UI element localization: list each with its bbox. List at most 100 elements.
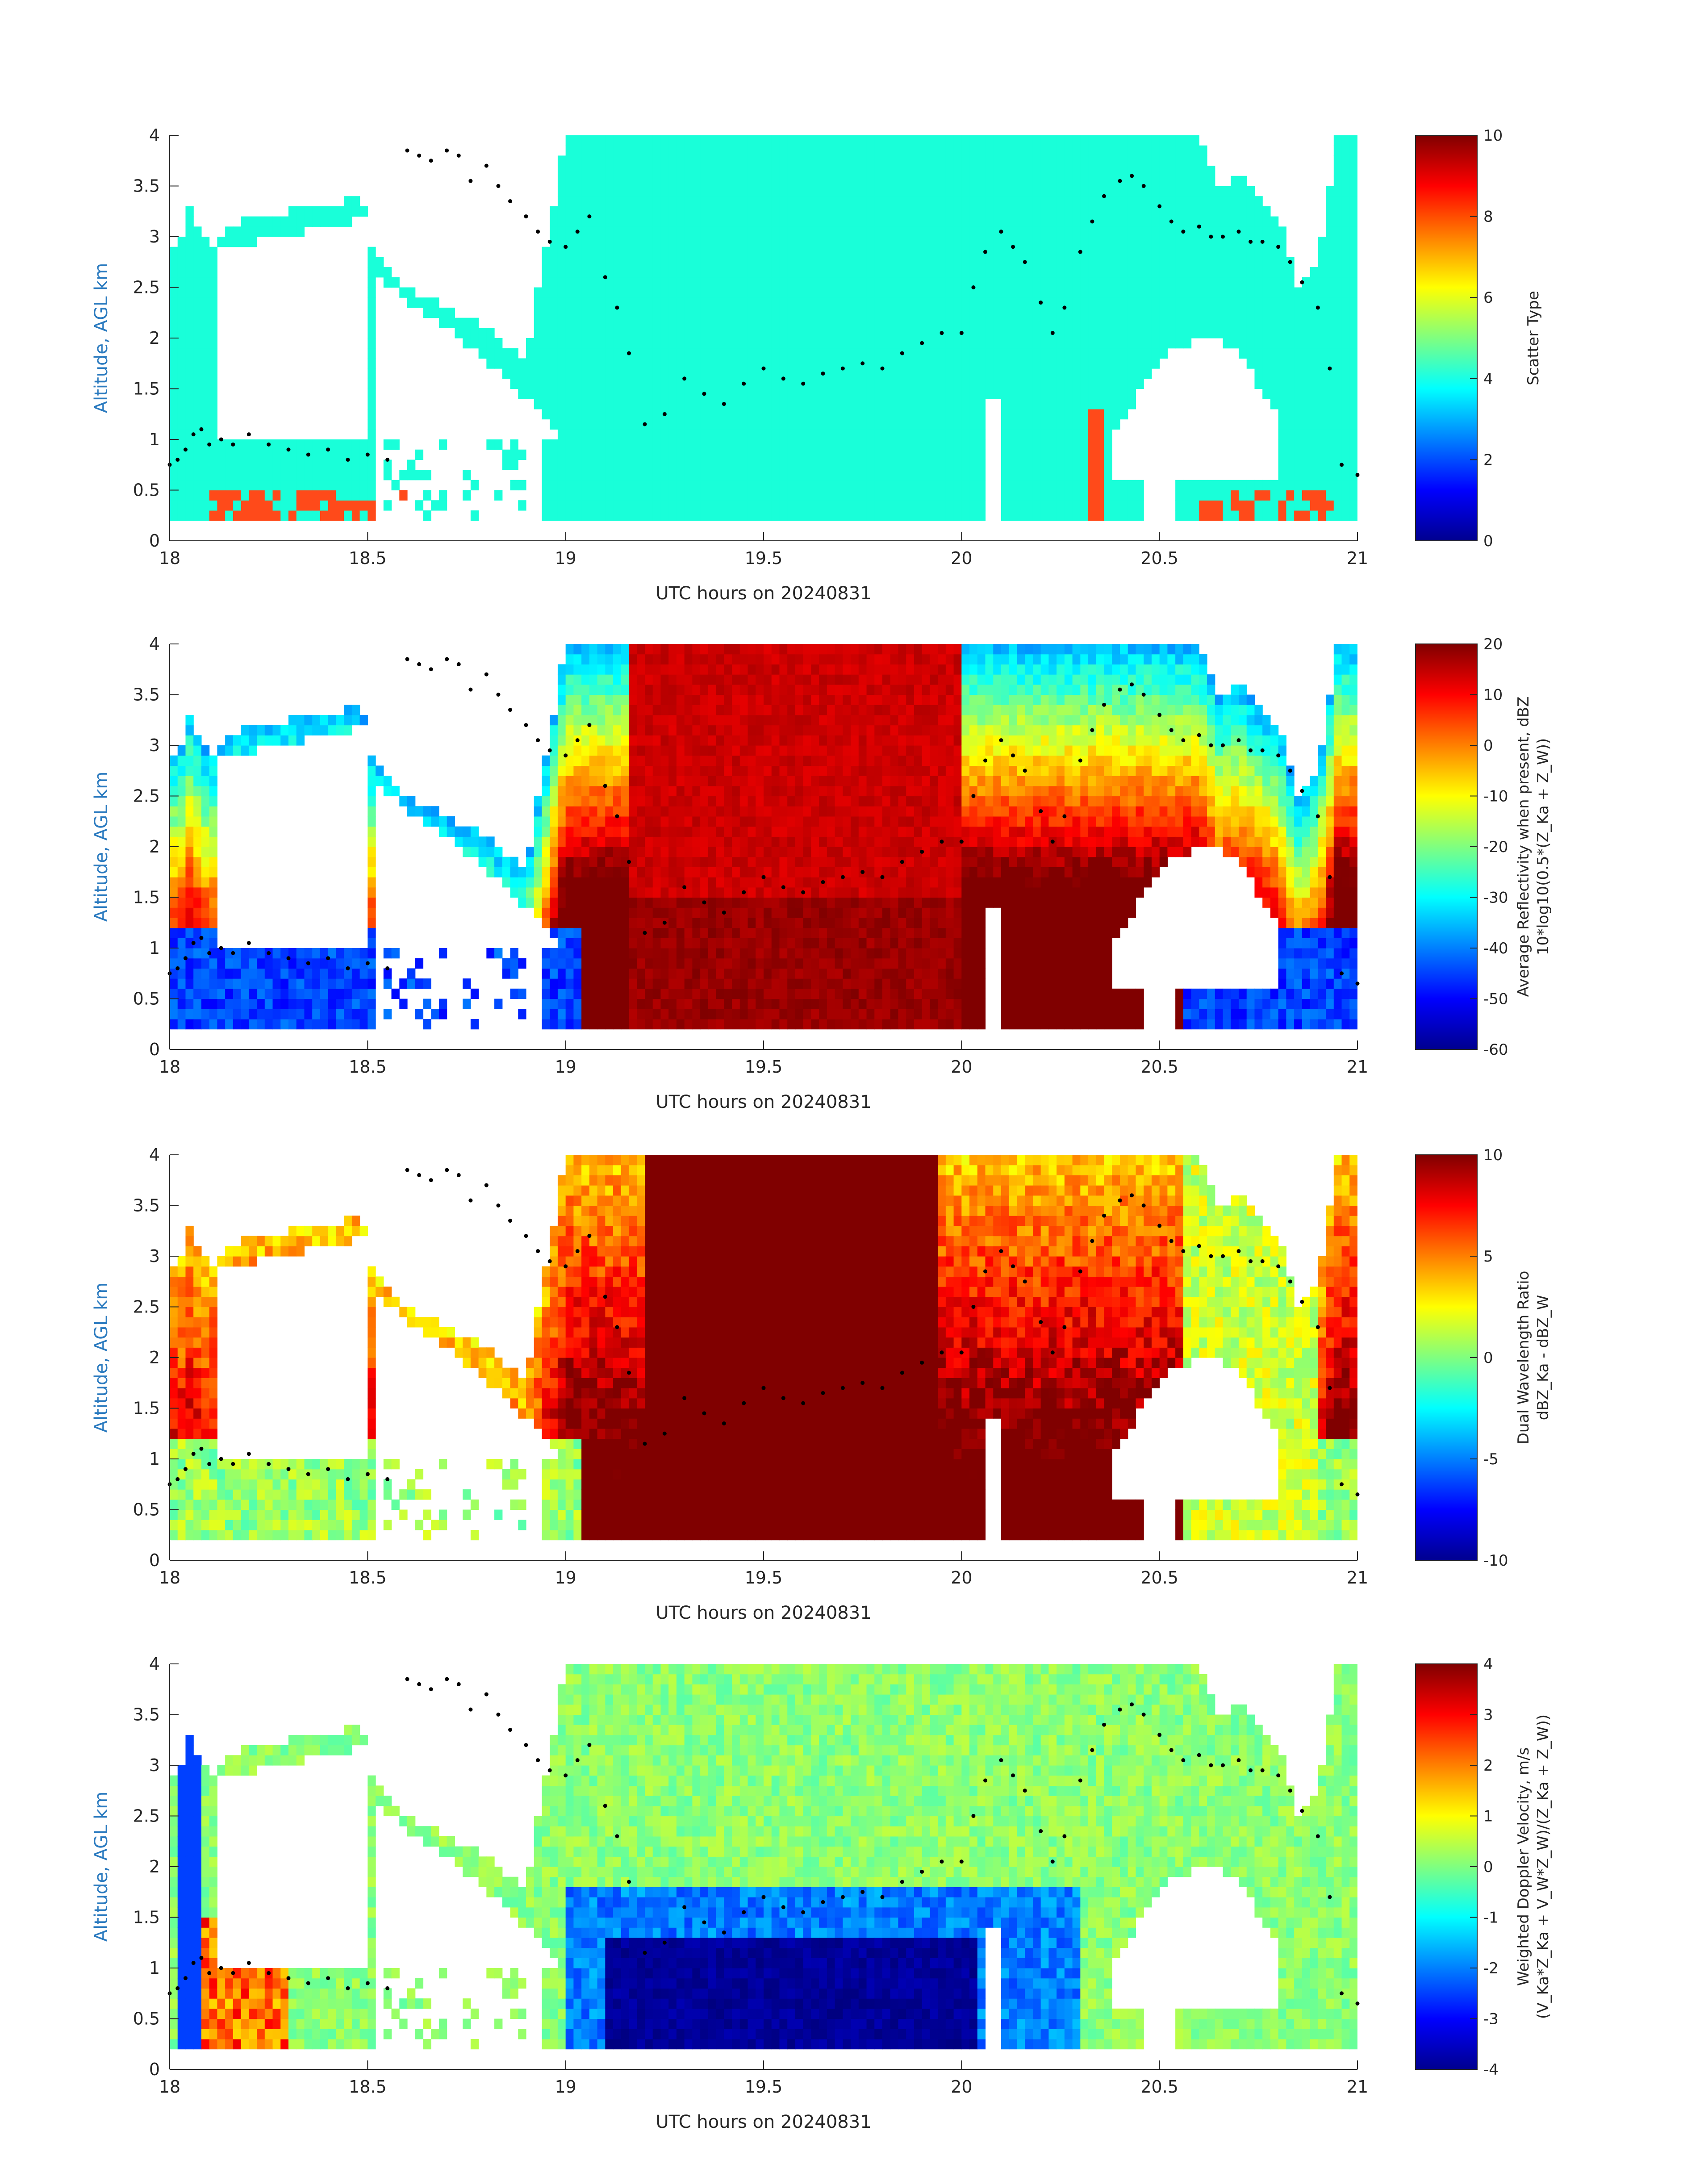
cloud-top-dot [1011, 753, 1015, 758]
cloud-top-dot [627, 860, 631, 864]
colorbar-tick-label: 0 [1483, 532, 1493, 550]
cloud-top-dot [207, 442, 212, 447]
cloud-top-dot [536, 230, 540, 234]
colorbar-tick-label: -10 [1483, 1552, 1508, 1570]
cloud-top-dot [267, 442, 271, 447]
x-tick-label: 18 [159, 1568, 180, 1588]
x-tick-label: 20 [951, 548, 972, 568]
cloud-top-dot [920, 849, 924, 854]
cloud-top-dot [456, 153, 461, 158]
cloud-top-dot [722, 402, 726, 406]
cloud-top-dot [199, 1956, 204, 1960]
cloud-top-dot [999, 230, 1003, 234]
panel-reflectivity: 18 18.5 19 19.5 20 20.5 21 0 0.5 1 1.5 2 2.5 3 3.5 4 U… [91, 634, 1552, 1112]
x-axis-label: UTC hours on 20240831 [656, 1092, 871, 1112]
cloud-top-dot [1197, 1753, 1201, 1757]
cloud-top-dot [662, 412, 667, 416]
cloud-top-dot [246, 941, 251, 945]
cloud-top-dot [1340, 1991, 1344, 1996]
x-axis: 18 18.5 19 19.5 20 20.5 21 [159, 1040, 1368, 1077]
panel-doppler-velocity: 18 18.5 19 19.5 20 20.5 21 00.511.522.533.54 U… [91, 1654, 1552, 2132]
cloud-top-dot [1355, 472, 1360, 477]
cloud-top-dot [575, 1249, 580, 1254]
cloud-top-dot [564, 753, 568, 758]
cloud-top-dot [1102, 194, 1107, 198]
cloud-top-dot [1260, 1259, 1265, 1263]
cloud-top-dot [231, 951, 235, 955]
colorbar-label-line: Scatter Type [1524, 291, 1542, 385]
cloud-top-dot [183, 1976, 188, 1981]
cloud-top-dot [547, 1768, 552, 1772]
cloud-top-dot [1039, 809, 1043, 814]
cloud-top-dot [860, 361, 865, 366]
cloud-top-dot [880, 1895, 885, 1899]
cloud-top-dot [615, 1834, 619, 1839]
x-tick-label: 19.5 [745, 1057, 783, 1077]
cloud-top-dot [999, 738, 1003, 743]
cloud-top-dot [1062, 305, 1067, 310]
cloud-top-dot [267, 1462, 271, 1466]
cloud-top-dot [1276, 1773, 1281, 1778]
cloud-top-dot [971, 285, 976, 289]
x-tick-label: 19.5 [745, 1568, 783, 1588]
cloud-top-dot [1249, 1259, 1253, 1263]
cloud-top-dot [781, 376, 785, 381]
cloud-top-dot [246, 432, 251, 437]
y-tick-label: 2 [149, 837, 160, 857]
x-tick-label: 21 [1347, 2077, 1368, 2097]
cloud-top-dot [267, 951, 271, 955]
colorbar-label: Weighted Doppler Velocity, m/s (V_Ka*Z_Ka… [1515, 1714, 1552, 2019]
colorbar [1415, 135, 1478, 541]
cloud-top-dot [999, 1249, 1003, 1254]
cloud-top-dot [1288, 260, 1292, 264]
cloud-top-dot [575, 1758, 580, 1763]
cloud-top-dot [1300, 1809, 1304, 1813]
cloud-top-dot [603, 784, 607, 788]
y-tick-label: 1.5 [133, 888, 160, 907]
cloud-top-dot [821, 880, 825, 884]
cloud-top-dot [1130, 682, 1134, 687]
cloud-top-dot [183, 956, 188, 961]
cloud-top-dot [429, 1687, 433, 1692]
cloud-top-dot [742, 1401, 746, 1405]
cloud-top-dot [1340, 1482, 1344, 1487]
colorbar-tick-label: -60 [1483, 1041, 1508, 1059]
cloud-top-dot [1236, 738, 1241, 743]
cloud-top-dot [417, 662, 422, 666]
colorbar-tick-label: 2 [1483, 1757, 1493, 1775]
cloud-top-dot [920, 1360, 924, 1365]
cloud-top-dot [231, 1462, 235, 1466]
cloud-top-dot [682, 376, 687, 381]
cloud-top-dot [306, 961, 310, 965]
cloud-top-dot [1236, 230, 1241, 234]
cloud-top-dot [603, 1295, 607, 1299]
cloud-top-dot [326, 1976, 330, 1981]
colorbar-ticks: -10 -5 0 5 10 [1470, 1146, 1508, 1570]
cloud-top-dot [191, 432, 196, 437]
cloud-top-dots [167, 657, 1360, 986]
cloud-top-dot [199, 1446, 204, 1451]
cloud-top-dot [1300, 789, 1304, 793]
cloud-top-dot [306, 452, 310, 457]
cloud-top-dot [175, 1986, 180, 1990]
cloud-top-dot [940, 1350, 944, 1355]
cloud-top-dot [405, 657, 409, 661]
cloud-top-dot [1078, 758, 1082, 763]
cloud-top-dot [1118, 1707, 1122, 1712]
cloud-top-dot [587, 723, 592, 727]
cloud-top-dot [484, 672, 489, 677]
cloud-top-dot [1276, 1264, 1281, 1269]
colorbar-label: Dual Wavelength Ratio dBZ_Ka - dBZ_W [1515, 1271, 1552, 1445]
colorbar-tick-label: 6 [1483, 289, 1493, 307]
cloud-top-dot [801, 1401, 806, 1405]
x-tick-label: 19 [555, 2077, 576, 2097]
x-tick-label: 19 [555, 1568, 576, 1588]
cloud-top-dot [456, 1682, 461, 1686]
cloud-top-dot [1141, 1713, 1146, 1717]
cloud-top-dot [1102, 702, 1107, 707]
colorbar [1415, 1663, 1478, 2070]
cloud-top-dot [702, 1411, 706, 1416]
cloud-top-dot [1090, 1239, 1094, 1243]
cloud-top-dot [1102, 1213, 1107, 1218]
